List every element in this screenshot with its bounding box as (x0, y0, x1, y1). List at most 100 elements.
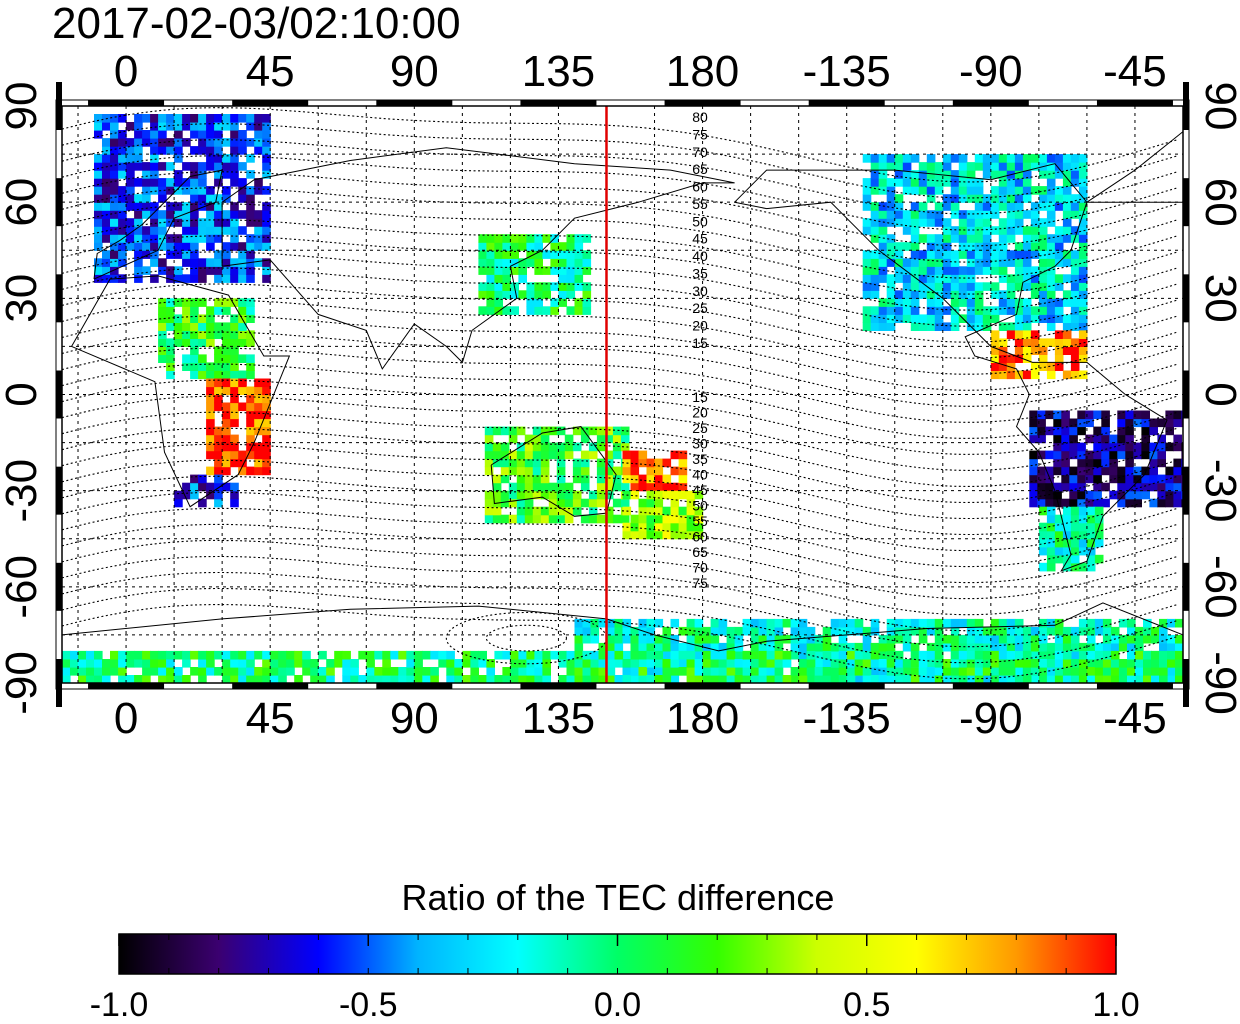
right-tick-label: -60 (1196, 555, 1240, 619)
tec-cell (990, 154, 1000, 163)
tec-cell (262, 418, 271, 428)
tec-cell (1070, 170, 1080, 179)
tec-cell (238, 298, 247, 307)
tec-cell (1038, 659, 1048, 668)
tec-cell (524, 442, 534, 452)
tec-cell (1014, 194, 1024, 203)
tec-cell (422, 650, 431, 660)
tec-cell (910, 290, 920, 299)
tec-cell (1022, 675, 1032, 683)
tec-cell (638, 650, 648, 660)
tec-cell (1061, 426, 1070, 436)
tec-cell (118, 675, 127, 683)
tec-cell (166, 210, 175, 219)
tec-cell (1117, 434, 1126, 444)
tec-cell (1070, 650, 1080, 660)
tec-cell (918, 659, 928, 668)
tec-cell (230, 650, 239, 660)
tec-cell (1030, 306, 1040, 315)
tec-cell (1038, 667, 1048, 676)
tec-cell (1054, 202, 1064, 211)
tec-cell (870, 306, 880, 315)
tec-cell (174, 242, 183, 251)
tec-cell (406, 667, 415, 676)
tec-cell (102, 234, 111, 243)
tec-cell (1125, 410, 1134, 420)
tec-cell (950, 618, 960, 628)
tec-cell (958, 659, 968, 668)
tec-cell (758, 634, 768, 644)
tec-cell (1125, 498, 1134, 508)
tec-cell (1135, 667, 1144, 676)
coastline (221, 147, 735, 370)
tec-cell (190, 306, 199, 315)
contour-line (62, 507, 1177, 584)
tec-cell (142, 162, 151, 171)
tec-cell (238, 306, 247, 315)
tec-cell (1167, 659, 1176, 668)
tec-cell (1062, 338, 1072, 347)
tec-cell (1133, 466, 1142, 476)
tec-cell (1062, 154, 1072, 163)
tec-cell (766, 634, 776, 644)
tec-cell (942, 642, 952, 652)
tec-cell (710, 642, 720, 652)
tec-cell (1151, 659, 1160, 668)
tec-cell (1061, 410, 1070, 420)
tec-cell (134, 130, 143, 139)
tec-cell (654, 522, 664, 532)
tec-cell (238, 378, 247, 388)
tec-cell (1167, 667, 1176, 676)
tec-cell (1054, 675, 1064, 683)
tec-cell (508, 426, 518, 436)
tec-cell (214, 114, 223, 123)
tec-cell (646, 642, 656, 652)
tec-cell (894, 298, 904, 307)
tec-cell (198, 162, 207, 171)
tec-cell (174, 138, 183, 147)
tec-cell (614, 659, 624, 668)
tec-cell (582, 634, 592, 644)
coastline (93, 169, 223, 280)
tec-cell (790, 626, 800, 636)
tec-cell (222, 378, 231, 388)
tec-cell (590, 618, 600, 628)
tec-cell (894, 274, 904, 283)
tec-cell (174, 186, 183, 195)
tec-cell (206, 466, 215, 476)
tec-cell (894, 650, 904, 660)
bottom-tick-label: 135 (522, 694, 595, 743)
tec-cell (518, 659, 527, 668)
tec-cell (1165, 498, 1174, 508)
tec-cell (150, 218, 159, 227)
tec-cell (174, 218, 183, 227)
tec-cell (548, 514, 558, 524)
tec-cell (1038, 642, 1048, 652)
tec-cell (1014, 266, 1024, 275)
tec-cell (950, 314, 960, 323)
tec-cell (262, 162, 271, 171)
tec-cell (1093, 458, 1102, 468)
tec-cell (790, 675, 800, 683)
tec-cell (238, 322, 247, 331)
bottom-tick-bar (664, 683, 741, 689)
tec-cell (1102, 634, 1112, 644)
tec-cell (238, 330, 247, 339)
tec-cell (638, 675, 648, 683)
tec-cell (670, 642, 680, 652)
tec-cell (1159, 675, 1168, 683)
tec-cell (230, 659, 239, 668)
tec-cell (990, 194, 1000, 203)
tec-cell (118, 242, 127, 251)
tec-cell (942, 274, 952, 283)
tec-cell (886, 314, 896, 323)
tec-cell (846, 642, 856, 652)
tec-cell (1133, 474, 1142, 484)
contour-label: 30 (692, 436, 708, 452)
tec-cell (532, 482, 542, 492)
tec-cell (942, 162, 952, 171)
tec-cell (518, 234, 527, 243)
tec-cell (1022, 226, 1032, 235)
tec-cell (1133, 410, 1142, 420)
tec-cell (558, 250, 567, 259)
